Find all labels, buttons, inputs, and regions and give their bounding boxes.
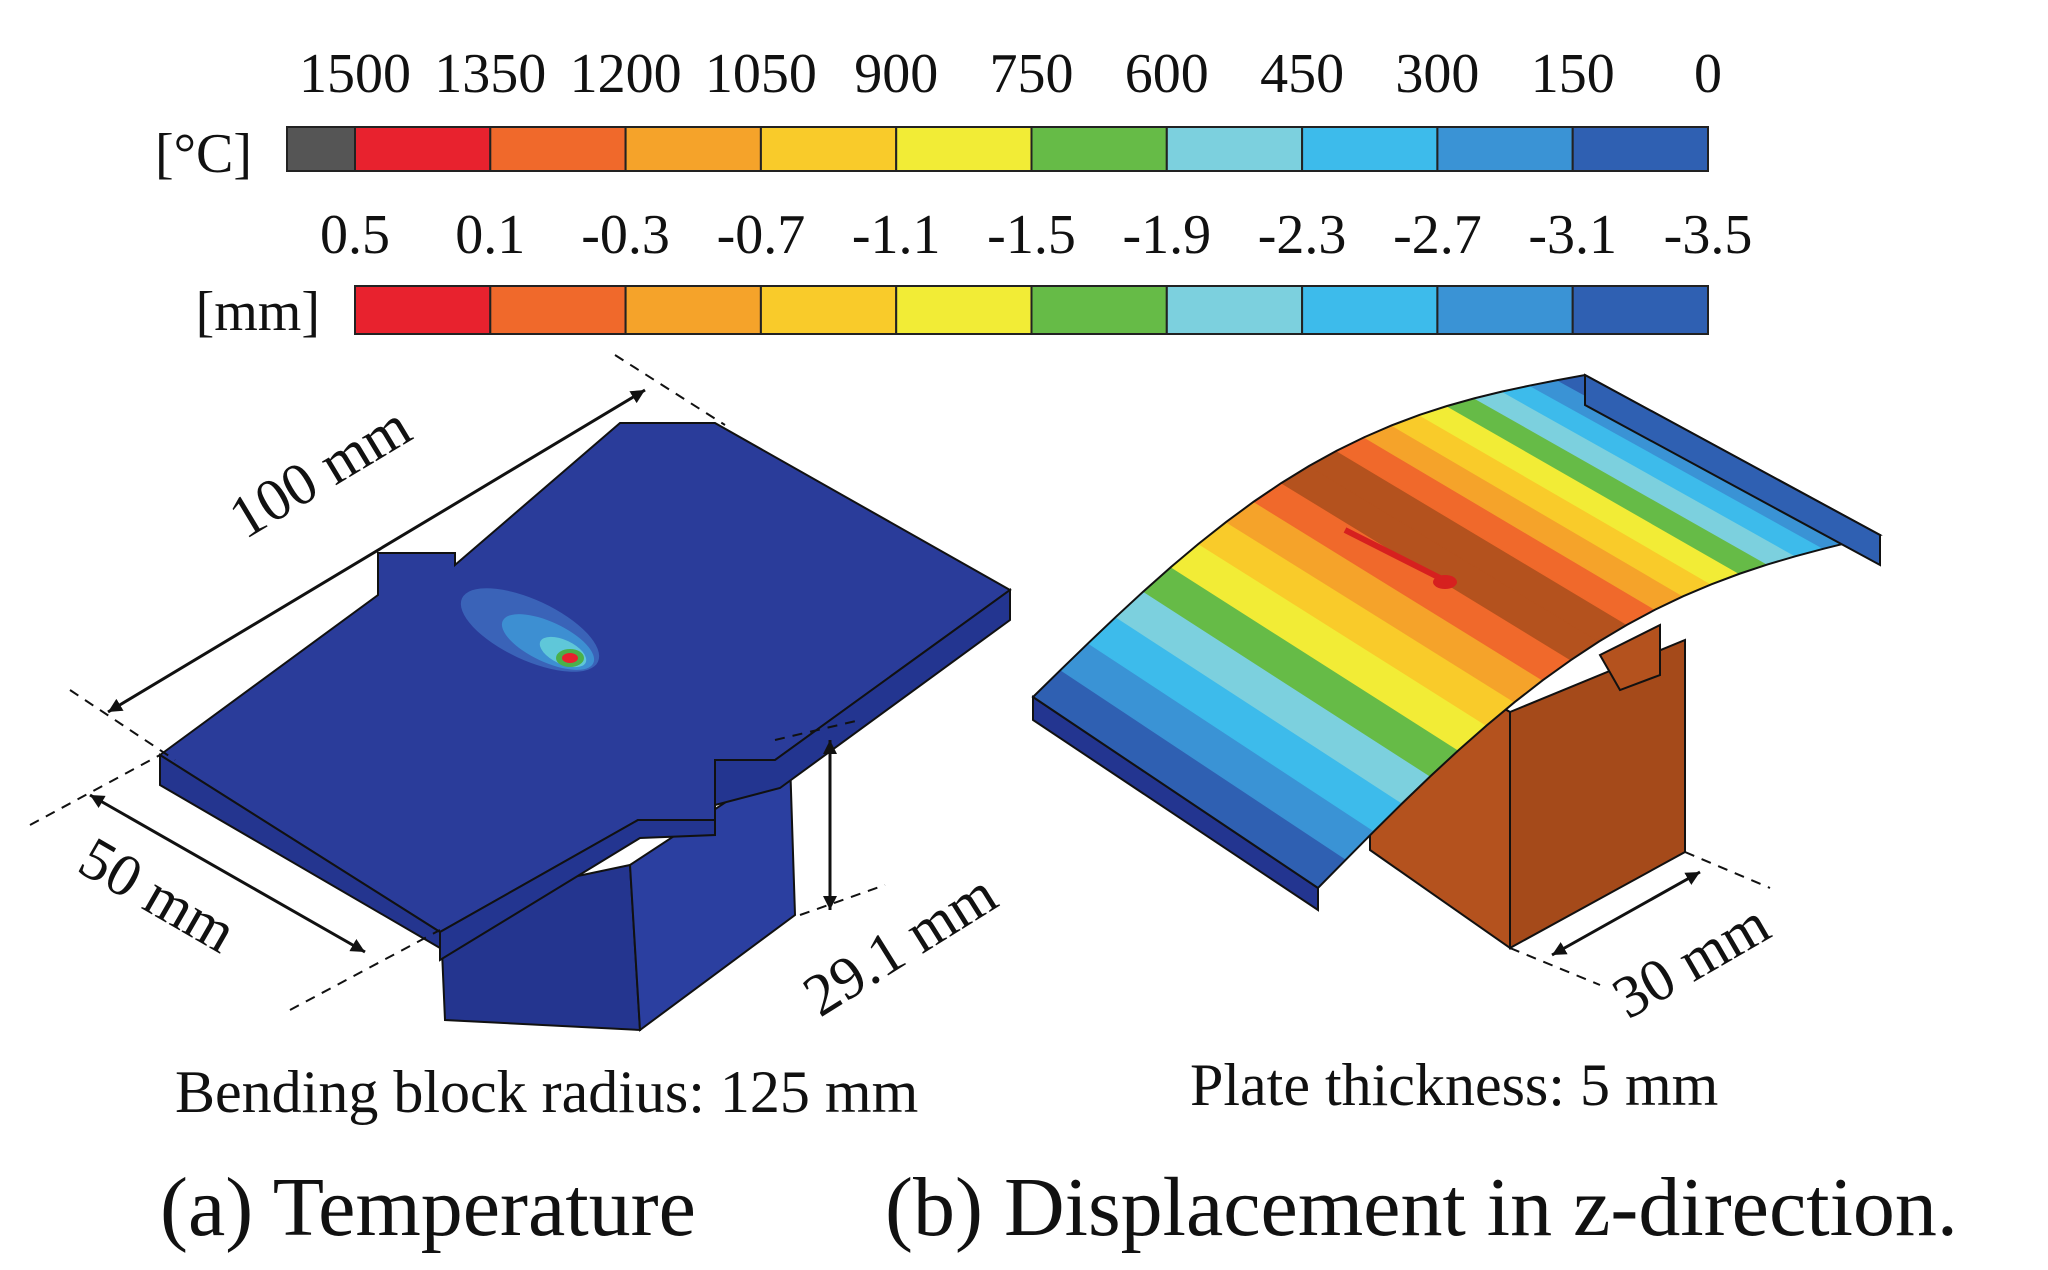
displacement-colorbar-tick-label: -0.3 [581, 204, 670, 266]
displacement-colorbar-segment [1165, 285, 1304, 335]
dimension-line-50mm [89, 793, 366, 954]
displacement-colorbar-tick-label: 0.1 [455, 204, 525, 266]
dimension-label-100mm: 100 mm [218, 392, 422, 551]
displacement-colorbar-segment [759, 285, 898, 335]
displacement-unit-label: [mm] [196, 281, 320, 343]
dimension-label-29mm: 29.1 mm [792, 860, 1008, 1029]
temperature-colorbar-tick-label: 1050 [705, 43, 817, 105]
extension-line [1509, 947, 1601, 986]
temperature-colorbar: [°C] 1500 1350 1200 1050 900 750 600 450 300 150 0 [155, 43, 1722, 185]
panel-a-temperature-model: 100 mm 50 mm 29.1 mm Bending block radiu… [29, 354, 1012, 1254]
temperature-colorbar-tick-label: 900 [854, 43, 938, 105]
temperature-colorbar-tick-label: 750 [990, 43, 1074, 105]
displacement-colorbar-tick-label: -3.1 [1528, 204, 1617, 266]
temperature-colorbar-tick-label: 450 [1260, 43, 1344, 105]
extension-line [69, 689, 176, 761]
dimension-line-30mm [1551, 870, 1701, 957]
temperature-colorbar-segment [624, 126, 762, 172]
weld-path [1343, 527, 1457, 589]
displacement-colorbar-tick-label: -2.3 [1258, 204, 1347, 266]
dimension-label-50mm: 50 mm [69, 824, 248, 965]
displacement-colorbar-tick-label: 0.5 [320, 204, 390, 266]
plate-thickness-note: Plate thickness: 5 mm [1190, 1052, 1718, 1118]
temperature-colorbar-tick-label: 1200 [570, 43, 682, 105]
panel-b-displacement-model: 30 mm Plate thickness: 5 mm (b) Displace… [885, 373, 1958, 1254]
temperature-colorbar-segment [1571, 126, 1709, 172]
caption-a: (a) Temperature [160, 1161, 696, 1254]
temperature-colorbar-tick-label: 150 [1531, 43, 1615, 105]
bending-block-radius-note: Bending block radius: 125 mm [175, 1059, 918, 1125]
displacement-colorbar-segment [354, 285, 492, 335]
extension-line [289, 929, 441, 1011]
displacement-colorbar-segment [1301, 285, 1439, 335]
temperature-colorbar-segment [759, 126, 898, 172]
temperature-colorbar-tick-label: 1500 [299, 43, 411, 105]
temperature-overflow-swatch [286, 126, 356, 172]
temperature-colorbar-tick-label: 0 [1694, 43, 1722, 105]
temperature-colorbar-segment [1436, 126, 1574, 172]
temperature-colorbar-segment [1301, 126, 1439, 172]
displacement-colorbar-tick-label: -3.5 [1664, 204, 1753, 266]
displacement-colorbar-tick-label: -2.7 [1393, 204, 1482, 266]
displacement-colorbar-segment [1571, 285, 1709, 335]
displacement-colorbar-segment [624, 285, 762, 335]
displacement-colorbar-tick-label: -1.9 [1122, 204, 1211, 266]
extension-line [774, 719, 861, 741]
temperature-colorbar-tick-label: 1350 [434, 43, 546, 105]
temperature-colorbar-segment [489, 126, 627, 172]
displacement-colorbar-segment [1436, 285, 1574, 335]
displacement-colorbar-segment [895, 285, 1033, 335]
displacement-colorbar-tick-label: -1.5 [987, 204, 1076, 266]
caption-b: (b) Displacement in z-direction. [885, 1161, 1958, 1254]
extension-line [799, 884, 886, 916]
temperature-colorbar-segment [354, 126, 492, 172]
extension-line [614, 354, 726, 426]
temperature-colorbar-tick-label: 600 [1125, 43, 1209, 105]
temperature-colorbar-segment [1165, 126, 1304, 172]
displacement-colorbar: [mm] 0.5 0.1 -0.3 -0.7 -1.1 -1.5 -1.9 -2.3 -2.7-… [196, 204, 1753, 343]
displacement-colorbar-segment [489, 285, 627, 335]
extension-line [1684, 851, 1771, 889]
dimension-line-100mm [107, 388, 646, 714]
temperature-unit-label: [°C] [155, 123, 252, 185]
extension-line [29, 754, 161, 826]
displacement-colorbar-segment [1030, 285, 1168, 335]
temperature-colorbar-segment [1030, 126, 1168, 172]
displacement-colorbar-tick-label: -1.1 [852, 204, 941, 266]
displacement-colorbar-tick-label: -0.7 [717, 204, 806, 266]
temperature-colorbar-tick-label: 300 [1395, 43, 1479, 105]
plate-b-right-tab [1598, 623, 1661, 692]
plate-a-side-face [439, 588, 1011, 962]
temperature-colorbar-segment [895, 126, 1033, 172]
plate-b-far-face [1584, 373, 1881, 567]
